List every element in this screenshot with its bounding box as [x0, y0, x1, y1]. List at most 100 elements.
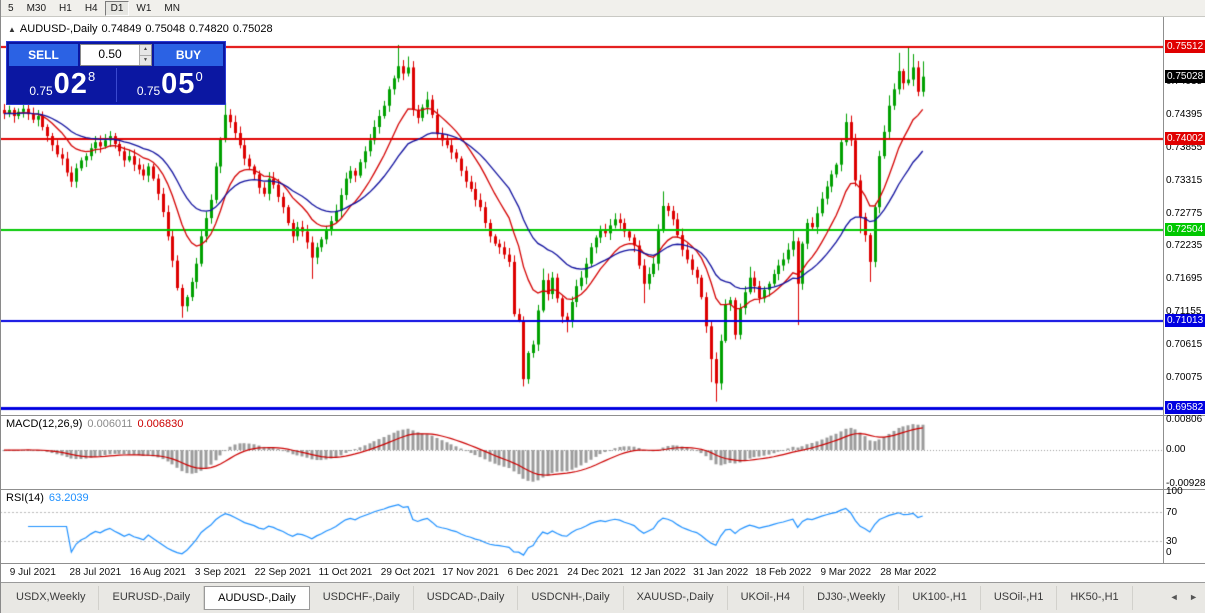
date-label: 28 Jul 2021 — [69, 567, 122, 578]
ohlc-high-value: 0.75048 — [145, 23, 186, 35]
hline-price-label[interactable]: 0.74002 — [1165, 132, 1205, 145]
buy-price-display[interactable]: 0.75 05 0 — [115, 68, 224, 102]
date-label: 29 Oct 2021 — [380, 567, 436, 578]
date-label: 11 Oct 2021 — [318, 567, 373, 578]
chart-tab-uk100-h1[interactable]: UK100-,H1 — [899, 586, 981, 610]
rsi-axis-label: 30 — [1166, 536, 1178, 548]
date-label: 3 Sep 2021 — [194, 567, 247, 578]
sell-price-main: 02 — [53, 68, 88, 100]
date-label: 24 Dec 2021 — [567, 567, 624, 578]
price-axis-label: 0.74395 — [1166, 109, 1203, 121]
current-price-label: 0.75028 — [1165, 69, 1205, 83]
macd-axis-label: -0.00928 — [1166, 478, 1205, 490]
chart-ohlc-header: ▲ AUDUSD-,Daily 0.74849 0.75048 0.74820 0.750… — [8, 23, 277, 35]
rsi-panel-separator[interactable] — [0, 489, 1205, 490]
date-label: 9 Jul 2021 — [9, 567, 56, 578]
timeframe-button-h1[interactable]: H1 — [59, 2, 72, 14]
date-label: 16 Aug 2021 — [129, 567, 186, 578]
price-axis-label: 0.73315 — [1166, 174, 1203, 186]
lot-decrease-button[interactable]: ▼ — [140, 55, 151, 65]
buy-button[interactable]: BUY — [154, 44, 223, 66]
buy-price-pip: 0 — [195, 69, 203, 84]
chart-tab-xauusd-daily[interactable]: XAUUSD-,Daily — [624, 586, 728, 610]
sell-price-pip: 8 — [87, 69, 96, 84]
macd-label: MACD(12,26,9) — [6, 418, 83, 430]
time-axis[interactable]: 9 Jul 2021 28 Jul 2021 16 Aug 2021 3 Sep 20… — [0, 563, 1205, 582]
sell-price-prefix: 0.75 — [29, 84, 53, 98]
price-axis-label: 0.70075 — [1166, 371, 1203, 383]
tabs-scroll-left-button[interactable]: ◄ — [1169, 592, 1179, 602]
hline-price-label[interactable]: 0.69582 — [1165, 400, 1205, 414]
timeframe-button-h4[interactable]: H4 — [84, 2, 98, 14]
chart-tab-eurusd-daily[interactable]: EURUSD-,Daily — [99, 586, 205, 610]
ohlc-low-value: 0.74820 — [189, 23, 229, 35]
chart-symbol-label: AUDUSD-,Daily — [19, 23, 98, 35]
chart-tab-audusd-daily[interactable]: AUDUSD-,Daily — [204, 586, 310, 610]
rsi-label: RSI(14) — [6, 492, 44, 504]
lot-spinner: ▲ ▼ — [139, 45, 151, 65]
date-label: 18 Feb 2022 — [755, 567, 812, 578]
rsi-axis-label: 70 — [1166, 506, 1178, 518]
date-label: 12 Jan 2022 — [630, 567, 686, 578]
hline-price-label[interactable]: 0.72504 — [1165, 223, 1205, 237]
price-axis-label: 0.70615 — [1166, 338, 1203, 350]
rsi-axis-label: 0 — [1166, 547, 1172, 558]
chart-tab-usdx-weekly[interactable]: USDX,Weekly — [3, 586, 100, 610]
timeframe-button-5[interactable]: 5 — [8, 2, 14, 14]
sell-price-display[interactable]: 0.75 02 8 — [9, 68, 116, 102]
buy-price-prefix: 0.75 — [136, 84, 161, 98]
macd-indicator-header: MACD(12,26,9) 0.006011 0.006830 — [6, 418, 188, 430]
macd-panel-separator[interactable] — [0, 415, 1205, 416]
price-chart-canvas[interactable] — [0, 17, 1163, 563]
date-label: 28 Mar 2022 — [880, 567, 937, 578]
one-click-collapse-icon[interactable]: ▲ — [8, 25, 16, 34]
date-label: 9 Mar 2022 — [820, 567, 872, 578]
rsi-indicator-header: RSI(14) 63.2039 — [6, 492, 94, 504]
timeframe-button-m30[interactable]: M30 — [26, 2, 47, 14]
hline-price-label[interactable]: 0.71013 — [1165, 313, 1205, 327]
chart-tab-usdcnh-daily[interactable]: USDCNH-,Daily — [518, 586, 624, 610]
ohlc-open-value: 0.74849 — [101, 23, 142, 35]
sell-button[interactable]: SELL — [9, 44, 78, 66]
one-click-trading-panel: SELL 0.50 ▲ ▼ BUY 0.75 02 8 0.75 — [6, 41, 226, 105]
tabs-scroll-right-button[interactable]: ► — [1189, 592, 1198, 602]
date-label: 22 Sep 2021 — [254, 567, 312, 578]
chart-tab-hk50-h1[interactable]: HK50-,H1 — [1057, 586, 1133, 610]
buy-price-main: 05 — [161, 68, 196, 100]
date-label: 17 Nov 2021 — [442, 567, 499, 578]
price-axis-label: 0.72235 — [1166, 240, 1203, 252]
price-axis-label: 0.73855 — [1166, 141, 1203, 153]
lot-size-value[interactable]: 0.50 — [98, 47, 122, 61]
date-label: 6 Dec 2021 — [507, 567, 559, 578]
macd-axis-label: 0.00 — [1166, 444, 1186, 456]
timeframe-button-d1[interactable]: D1 — [104, 0, 130, 16]
chart-tab-usdchf-daily[interactable]: USDCHF-,Daily — [310, 586, 414, 610]
timeframe-button-w1[interactable]: W1 — [136, 2, 152, 14]
timeframe-toolbar: 5 M30 H1 H4 D1 W1 MN — [0, 0, 1205, 17]
timeframe-button-mn[interactable]: MN — [164, 2, 180, 14]
hline-price-label[interactable]: 0.75512 — [1165, 40, 1205, 54]
price-axis[interactable]: 0.749350.743950.738550.733150.727750.722… — [1164, 17, 1205, 563]
chart-tab-usoil-h1[interactable]: USOil-,H1 — [981, 586, 1058, 610]
lot-increase-button[interactable]: ▲ — [140, 45, 151, 56]
macd-main-value: 0.006011 — [87, 418, 133, 430]
chart-tabs: USDX,Weekly EURUSD-,Daily AUDUSD-,Daily USD… — [0, 586, 1205, 610]
date-label: 31 Jan 2022 — [693, 567, 749, 578]
chart-tabs-bar: USDX,Weekly EURUSD-,Daily AUDUSD-,Daily USD… — [0, 582, 1205, 613]
lot-size-field[interactable]: 0.50 ▲ ▼ — [80, 44, 152, 66]
tab-scroll-controls: ◄ ► — [1166, 592, 1202, 602]
chart-tab-dj30-weekly[interactable]: DJ30-,Weekly — [804, 586, 900, 610]
macd-axis-label: 0.00806 — [1166, 414, 1203, 426]
price-axis-label: 0.71695 — [1166, 273, 1203, 285]
chart-area: ▲ AUDUSD-,Daily 0.74849 0.75048 0.74820 0.750… — [0, 17, 1205, 563]
rsi-axis-label: 100 — [1166, 486, 1183, 497]
rsi-value: 63.2039 — [48, 492, 89, 504]
price-axis-border — [1163, 17, 1164, 563]
price-axis-label: 0.71155 — [1166, 306, 1202, 317]
price-axis-label: 0.72775 — [1166, 207, 1203, 219]
chart-tab-usdcad-daily[interactable]: USDCAD-,Daily — [414, 586, 519, 610]
window-left-border — [0, 0, 1, 613]
chart-tab-ukoil-h4[interactable]: UKOil-,H4 — [728, 586, 805, 610]
ohlc-close-value: 0.75028 — [232, 23, 273, 35]
